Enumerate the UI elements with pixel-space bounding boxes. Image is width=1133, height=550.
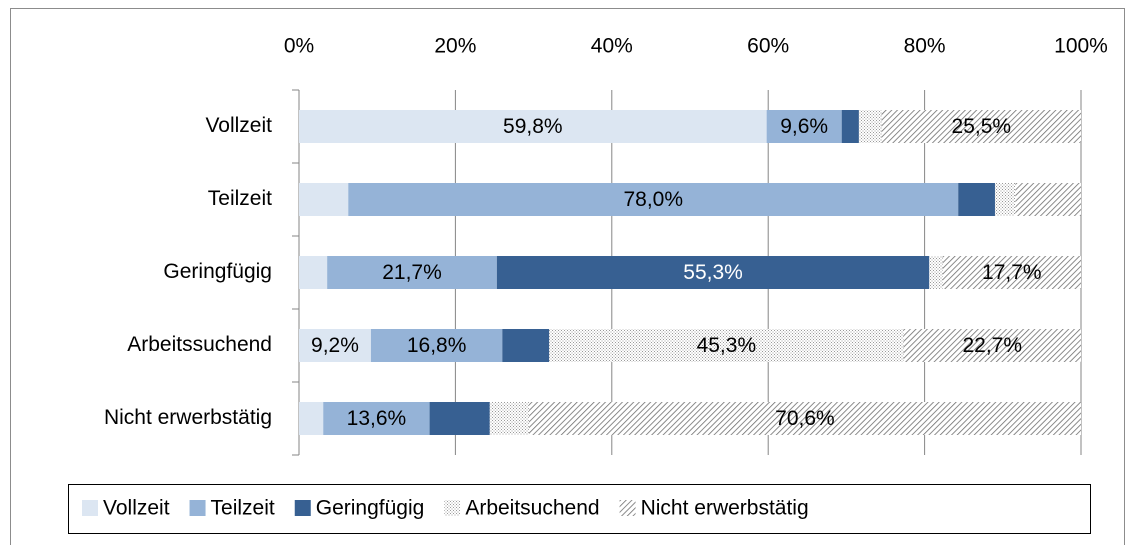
legend-swatch: [444, 500, 461, 516]
data-label: 25,5%: [952, 115, 1012, 138]
bar-segment: [299, 110, 767, 143]
bar-segment: [370, 329, 503, 362]
y-tick-label: Vollzeit: [205, 114, 272, 137]
x-tick-label: 80%: [904, 35, 946, 58]
bar-segment: [929, 256, 943, 289]
legend-label: Vollzeit: [103, 497, 170, 520]
bar-segment: [858, 110, 882, 143]
legend-swatch: [82, 500, 98, 516]
data-label: 9,6%: [780, 115, 828, 138]
data-label: 70,6%: [775, 407, 835, 430]
x-tick-label: 0%: [284, 35, 314, 58]
bar-segment: [489, 402, 529, 435]
data-label: 59,8%: [503, 115, 563, 138]
legend-label: Teilzeit: [211, 497, 275, 520]
bar-segment: [323, 402, 430, 435]
bar-segment: [429, 402, 490, 435]
legend-label: Nicht erwerbstätig: [641, 497, 809, 520]
x-tick-label: 100%: [1054, 35, 1108, 58]
y-tick-label: Arbeitssuchend: [127, 333, 272, 356]
bar-segment: [299, 402, 324, 435]
bar-segment: [1015, 183, 1081, 216]
bar-segment: [327, 256, 497, 289]
legend-swatch: [619, 500, 636, 516]
legend-label: Arbeitsuchend: [465, 497, 599, 520]
bar-segment: [299, 329, 371, 362]
bar-segment: [502, 329, 550, 362]
legend-label: Geringfügig: [316, 497, 425, 520]
data-label: 17,7%: [982, 261, 1042, 284]
bar-segment: [299, 256, 328, 289]
bar-segment: [958, 183, 995, 216]
data-label: 21,7%: [382, 261, 442, 284]
bar-segment: [299, 183, 349, 216]
bar-segment: [903, 329, 1081, 362]
data-label: 45,3%: [697, 334, 757, 357]
bar-segment: [994, 183, 1016, 216]
bar-segment: [348, 183, 959, 216]
legend-box: [68, 484, 1091, 534]
data-label: 22,7%: [962, 334, 1022, 357]
data-label: 16,8%: [407, 334, 467, 357]
data-label: 13,6%: [347, 407, 407, 430]
data-label: 9,2%: [311, 334, 359, 357]
bar-segment: [766, 110, 842, 143]
bar-segment: [942, 256, 1081, 289]
y-tick-label: Teilzeit: [208, 187, 272, 210]
data-label: 78,0%: [623, 188, 683, 211]
bar-segment: [881, 110, 1081, 143]
x-tick-label: 40%: [591, 35, 633, 58]
data-label: 55,3%: [683, 261, 743, 284]
bar-segment: [841, 110, 859, 143]
legend-swatch: [189, 500, 206, 516]
legend-swatch: [294, 500, 311, 516]
y-tick-label: Nicht erwerbstätig: [104, 406, 272, 429]
x-tick-label: 60%: [747, 35, 789, 58]
bar-segment: [496, 256, 930, 289]
bar-segment: [528, 402, 1081, 435]
y-tick-label: Geringfügig: [163, 260, 272, 283]
x-tick-label: 20%: [434, 35, 476, 58]
bar-segment: [549, 329, 904, 362]
